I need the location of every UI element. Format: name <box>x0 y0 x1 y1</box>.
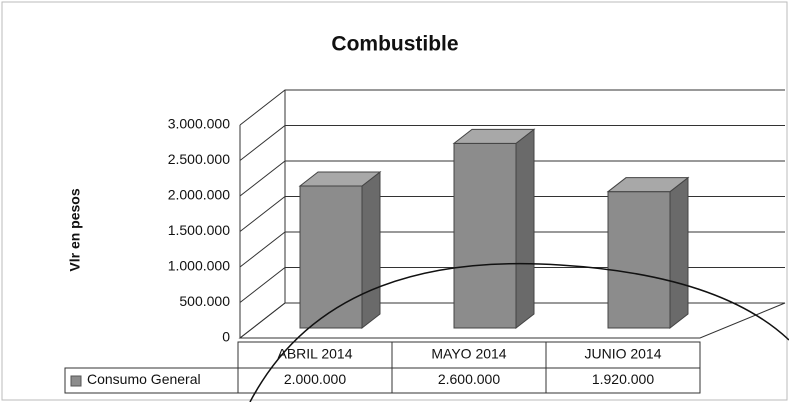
bar-side <box>515 128 535 330</box>
table-series-row <box>64 367 701 394</box>
x-tick-label: ABRIL 2014 <box>278 346 353 362</box>
x-tick-label: MAYO 2014 <box>431 346 506 362</box>
y-tick-label: 500.000 <box>179 293 230 309</box>
table-value: 2.600.000 <box>438 371 500 387</box>
y-tick-label: 3.000.000 <box>168 116 230 132</box>
bar <box>452 128 536 330</box>
y-tick-label: 1.500.000 <box>168 222 230 238</box>
bar-front <box>607 191 671 329</box>
bar-front <box>453 142 517 329</box>
bar-side <box>361 170 381 330</box>
y-tick-label: 0 <box>222 329 230 345</box>
y-tick-label: 2.500.000 <box>168 151 230 167</box>
bar-top <box>298 171 382 187</box>
plot: 0 500.000 1.000.000 1.500.000 2.000.000 2.500… <box>64 89 786 394</box>
y-tick-label: 2.000.000 <box>168 187 230 203</box>
bar-side <box>669 176 689 330</box>
bar-top <box>606 177 690 193</box>
x-tick-label: JUNIO 2014 <box>584 346 661 362</box>
y-tick-label: 1.000.000 <box>168 258 230 274</box>
y-axis-label: Vlr en pesos <box>67 188 83 271</box>
pen-arc <box>249 262 789 402</box>
chart-title: Combustible <box>331 33 458 56</box>
bar-front <box>299 185 363 329</box>
legend-key <box>70 375 82 387</box>
bar <box>606 176 690 330</box>
legend-label: Consumo General <box>87 371 201 387</box>
grid-line <box>239 160 785 197</box>
grid-line <box>239 125 785 161</box>
bar-top <box>452 128 536 144</box>
table-value: 2.000.000 <box>284 371 346 387</box>
table-value: 1.920.000 <box>592 371 654 387</box>
bar <box>298 170 382 330</box>
grid-line <box>239 89 785 126</box>
